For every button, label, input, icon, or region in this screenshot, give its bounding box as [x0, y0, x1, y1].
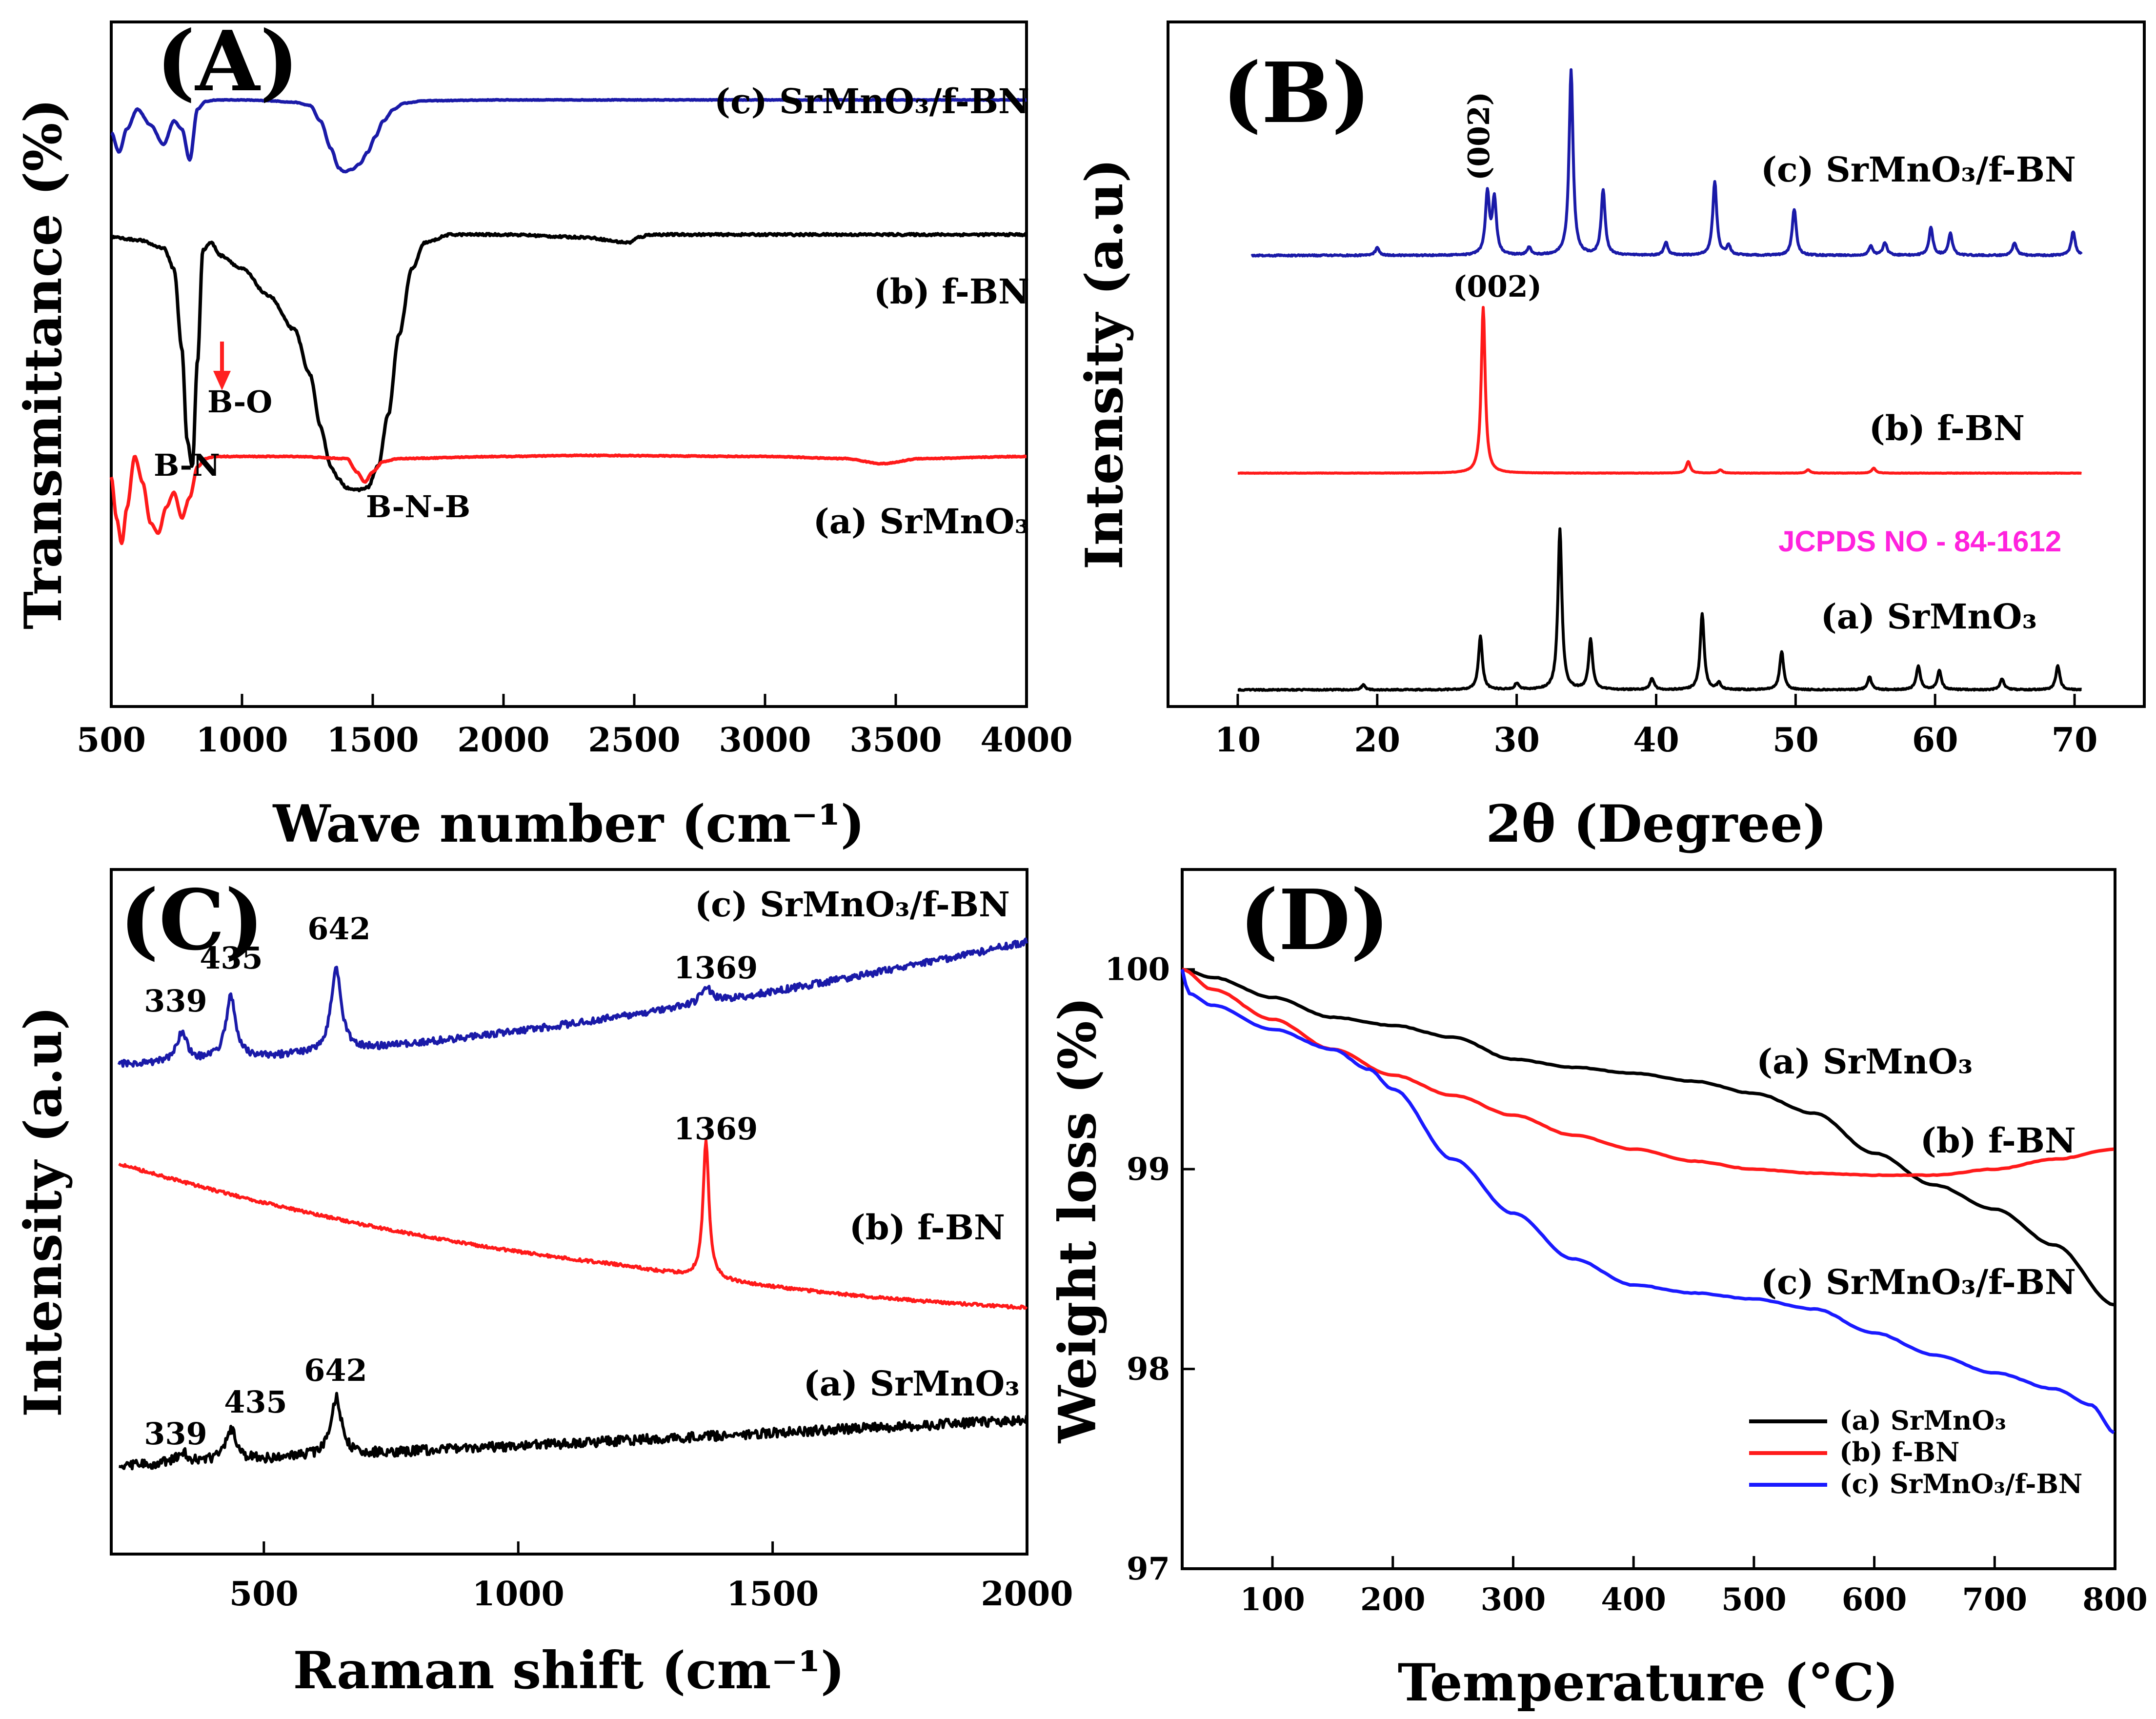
peak-a-339: 339	[144, 1416, 207, 1452]
x-tick-label: 600	[1842, 1581, 1907, 1618]
peak-c-435: 435	[200, 940, 262, 976]
legend-text-b: (b) f-BN	[1839, 1436, 1959, 1468]
panel-b-label-a: (a) SrMnO₃	[1821, 596, 2037, 637]
panel-b-series-c	[1250, 68, 2083, 258]
x-tick-label: 500	[77, 721, 146, 760]
b-n-b-annotation: B-N-B	[366, 489, 470, 525]
panel-c: 500 1000 1500 2000 (C) (c) SrMnO₃/f-BN (b) …	[13, 868, 1073, 1700]
x-tick-label: 1500	[326, 721, 419, 760]
panel-c-series-a	[118, 1392, 1028, 1471]
x-tick-label: 2500	[588, 721, 680, 760]
panel-a-x-ticks: 500 1000 1500 2000 2500 3000 3500 4000	[77, 694, 1073, 760]
panel-a-ylabel: Transmittance (%)	[13, 99, 73, 629]
panel-d-frame	[1181, 868, 2116, 1570]
panel-d-label-a: (a) SrMnO₃	[1756, 1041, 1973, 1082]
panel-d: 100 200 300 400 500 600 700 800 97 98 99 100 (D) (a…	[1047, 868, 2148, 1713]
jcpds-reference: JCPDS NO - 84-1612	[1778, 525, 2061, 558]
panel-d-series-a	[1182, 968, 2115, 1307]
x-tick-label: 3500	[849, 721, 942, 760]
panel-d-ylabel: Weight loss (%)	[1047, 997, 1108, 1444]
legend-text-a: (a) SrMnO₃	[1839, 1405, 2006, 1436]
panel-c-xlabel: Raman shift (cm⁻¹)	[293, 1640, 845, 1700]
panel-b-hkl-b: (002)	[1453, 270, 1542, 304]
peak-b-1369: 1369	[674, 1111, 758, 1147]
panel-c-ylabel: Intensity (a.u)	[13, 1006, 73, 1417]
y-tick-label: 97	[1127, 1551, 1170, 1587]
x-tick-label: 200	[1360, 1581, 1426, 1618]
panel-a: 500 1000 1500 2000 2500 3000 3500 4000 (A) (c) …	[13, 13, 1073, 854]
x-tick-label: 60	[1912, 721, 1958, 760]
x-tick-label: 30	[1493, 721, 1540, 760]
panel-a-label-b: (b) f-BN	[874, 271, 1029, 312]
panel-b-hkl-c: (002)	[1462, 92, 1496, 181]
b-o-arrow-head	[213, 371, 231, 390]
panel-c-series-c	[117, 937, 1028, 1068]
panel-d-label-b: (b) f-BN	[1920, 1120, 2076, 1161]
panel-a-label-a: (a) SrMnO₃	[813, 501, 1029, 542]
panel-a-series-c	[110, 98, 1028, 174]
panel-c-label: (C)	[120, 871, 264, 969]
x-tick-label: 400	[1601, 1581, 1666, 1618]
panel-d-label: (D)	[1239, 871, 1390, 969]
panel-a-series-a	[109, 453, 1028, 546]
panel-d-ticks: 100 200 300 400 500 600 700 800 97 98 99 100	[1105, 951, 2147, 1618]
panel-d-label-c: (c) SrMnO₃/f-BN	[1761, 1262, 2076, 1302]
x-tick-label: 10	[1215, 721, 1261, 760]
peak-c-642: 642	[307, 911, 370, 947]
peak-a-642: 642	[304, 1353, 367, 1388]
y-tick-label: 100	[1105, 951, 1170, 988]
panel-a-xlabel: Wave number (cm⁻¹)	[273, 793, 865, 854]
panel-b-x-ticks: 10 20 30 40 50 60 70	[1215, 694, 2098, 760]
legend-text-c: (c) SrMnO₃/f-BN	[1839, 1468, 2082, 1499]
panel-b-series-b	[1237, 305, 2082, 475]
x-tick-label: 3000	[719, 721, 811, 760]
peak-c-1369: 1369	[674, 950, 758, 986]
x-tick-label: 40	[1633, 721, 1679, 760]
x-tick-label: 700	[1962, 1581, 2027, 1618]
x-tick-label: 2000	[457, 721, 549, 760]
panel-d-legend: (a) SrMnO₃ (b) f-BN (c) SrMnO₃/f-BN	[1749, 1405, 2082, 1499]
panel-c-label-b: (b) f-BN	[849, 1207, 1005, 1248]
x-tick-label: 300	[1481, 1581, 1546, 1618]
x-tick-label: 100	[1240, 1581, 1305, 1618]
panel-c-label-c: (c) SrMnO₃/f-BN	[695, 884, 1010, 925]
panel-d-xlabel: Temperature (°C)	[1398, 1652, 1899, 1713]
x-tick-label: 50	[1773, 721, 1819, 760]
panel-b: 10 20 30 40 50 60 70 (B) (c) SrMnO₃/f-BN (b) f…	[1074, 20, 2146, 854]
peak-a-435: 435	[224, 1384, 287, 1420]
panel-c-series-b	[118, 1139, 1028, 1310]
x-tick-label: 70	[2052, 721, 2098, 760]
x-tick-label: 4000	[980, 721, 1072, 760]
x-tick-label: 500	[229, 1575, 299, 1614]
y-tick-label: 99	[1127, 1151, 1170, 1188]
panel-c-label-a: (a) SrMnO₃	[804, 1363, 1020, 1404]
panel-b-label-c: (c) SrMnO₃/f-BN	[1761, 149, 2076, 190]
panel-b-series-a	[1237, 527, 2082, 692]
panel-b-xlabel: 2θ (Degree)	[1486, 793, 1827, 854]
panel-b-label-b: (b) f-BN	[1869, 408, 2025, 448]
panel-a-label: (A)	[156, 13, 299, 110]
b-n-annotation: B-N	[154, 447, 220, 483]
x-tick-label: 800	[2082, 1581, 2148, 1618]
peak-c-339: 339	[144, 983, 207, 1019]
x-tick-label: 1500	[726, 1575, 819, 1614]
x-tick-label: 2000	[981, 1575, 1073, 1614]
x-tick-label: 500	[1721, 1581, 1787, 1618]
panel-a-frame	[110, 20, 1028, 708]
b-o-annotation: B-O	[207, 384, 272, 420]
x-tick-label: 1000	[196, 721, 288, 760]
x-tick-label: 20	[1354, 721, 1400, 760]
panel-c-x-ticks: 500 1000 1500 2000	[229, 1541, 1073, 1614]
x-tick-label: 1000	[472, 1575, 564, 1614]
panel-d-series-c	[1180, 969, 2115, 1435]
panel-a-series-b	[110, 232, 1028, 492]
y-tick-label: 98	[1127, 1351, 1170, 1388]
panel-b-label: (B)	[1222, 44, 1371, 142]
panel-a-label-c: (c) SrMnO₃/f-BN	[714, 81, 1029, 121]
panel-b-ylabel: Intensity (a.u)	[1074, 159, 1134, 569]
panel-c-frame	[110, 868, 1028, 1556]
